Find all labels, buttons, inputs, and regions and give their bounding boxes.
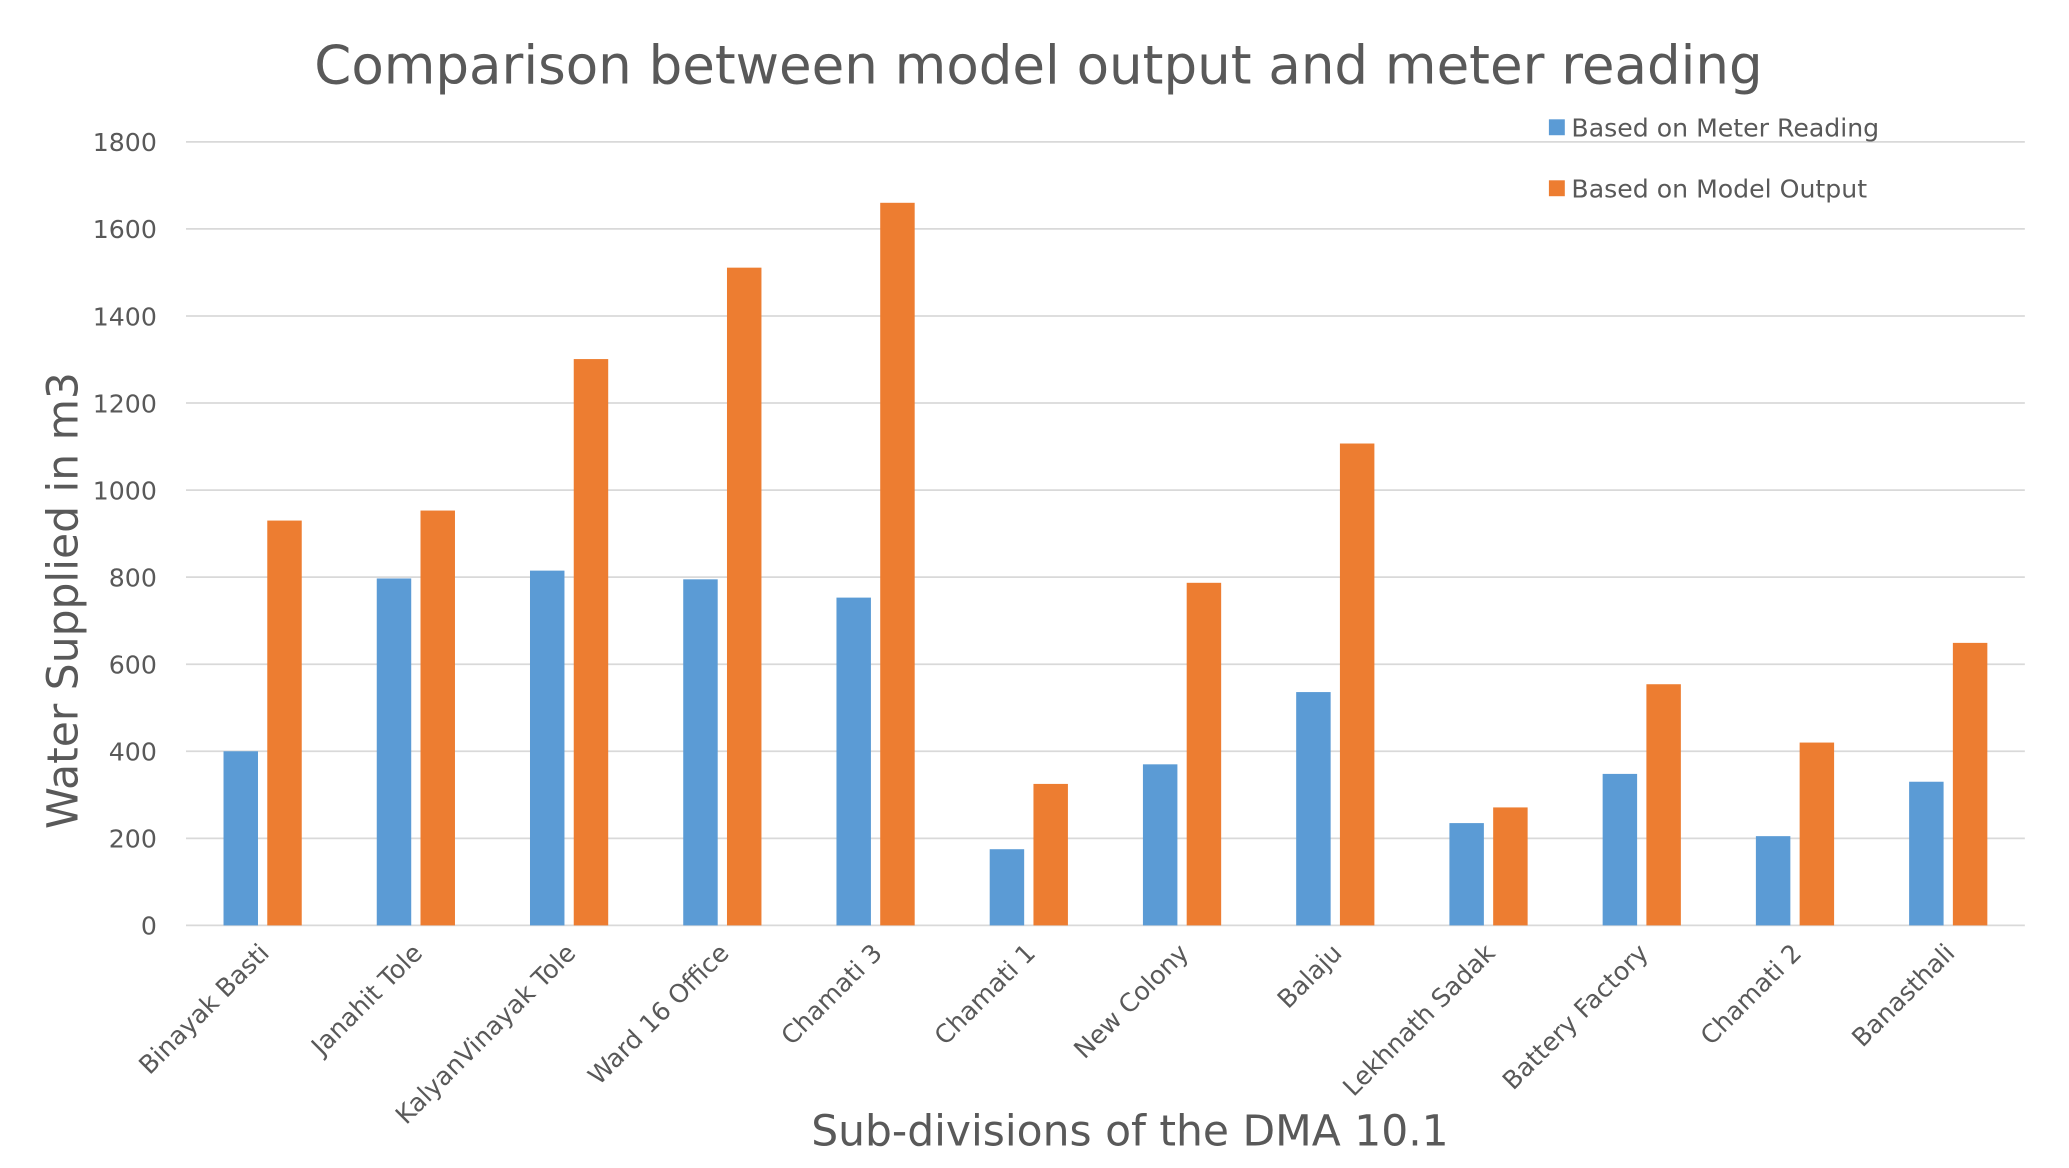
bar-meter-reading (1602, 773, 1638, 926)
bar-model-output (267, 520, 302, 926)
x-tick-label: Binayak Basti (133, 938, 275, 1080)
x-tick-label: Janahit Tole (304, 938, 428, 1062)
legend-label: Based on Model Output (1571, 175, 1867, 204)
bar-model-output (420, 510, 455, 926)
y-tick-label: 400 (109, 738, 157, 767)
x-tick-label: Chamati 1 (929, 938, 1041, 1050)
bar-model-output (1799, 742, 1835, 926)
y-tick-label: 0 (141, 912, 157, 941)
bar-meter-reading (683, 579, 718, 926)
bar-meter-reading (1909, 781, 1944, 926)
bar-meter-reading (1142, 764, 1178, 926)
bar-model-output (1952, 642, 1988, 926)
y-tick-label: 1800 (93, 128, 157, 157)
x-tick-label: Ward 16 Office (582, 938, 734, 1090)
legend-swatch (1548, 180, 1565, 197)
x-tick-label: Banasthali (1846, 938, 1960, 1052)
bar-meter-reading (1755, 836, 1791, 926)
bar-meter-reading (989, 849, 1025, 926)
bar-model-output (1339, 443, 1375, 926)
bar-meter-reading (836, 597, 871, 926)
bar-meter-reading (1296, 692, 1331, 926)
bar-model-output (1493, 807, 1528, 926)
y-tick-label: 1600 (93, 215, 157, 244)
x-tick-label: Chamati 2 (1695, 938, 1807, 1050)
bar-model-output (573, 359, 609, 926)
x-tick-label: Chamati 3 (775, 938, 887, 1050)
y-axis-label: Water Supplied in m3 (39, 372, 88, 829)
bar-meter-reading (1449, 823, 1484, 926)
x-tick-label: Lekhnath Sadak (1337, 938, 1501, 1102)
x-axis-label: Sub-divisions of the DMA 10.1 (811, 1107, 1448, 1156)
y-tick-label: 200 (109, 825, 157, 854)
x-tick-label: Battery Factory (1497, 938, 1654, 1095)
legend-label: Based on Meter Reading (1571, 114, 1879, 143)
bar-model-output (880, 202, 915, 926)
x-tick-label: New Colony (1068, 938, 1194, 1064)
bar-meter-reading (376, 578, 412, 926)
chart-title: Comparison between model output and mete… (314, 35, 1762, 97)
y-tick-label: 1200 (93, 389, 157, 418)
bar-model-output (726, 267, 762, 926)
bar-model-output (1033, 783, 1068, 926)
bar-meter-reading (223, 751, 258, 926)
y-tick-label: 1000 (93, 476, 157, 505)
bar-model-output (1646, 684, 1681, 926)
bar-meter-reading (529, 570, 565, 926)
x-tick-label: Balaju (1272, 938, 1348, 1014)
bar-model-output (1186, 582, 1222, 926)
y-tick-label: 800 (109, 563, 157, 592)
legend-swatch (1548, 119, 1565, 136)
y-tick-label: 1400 (93, 302, 157, 331)
y-tick-label: 600 (109, 650, 157, 679)
